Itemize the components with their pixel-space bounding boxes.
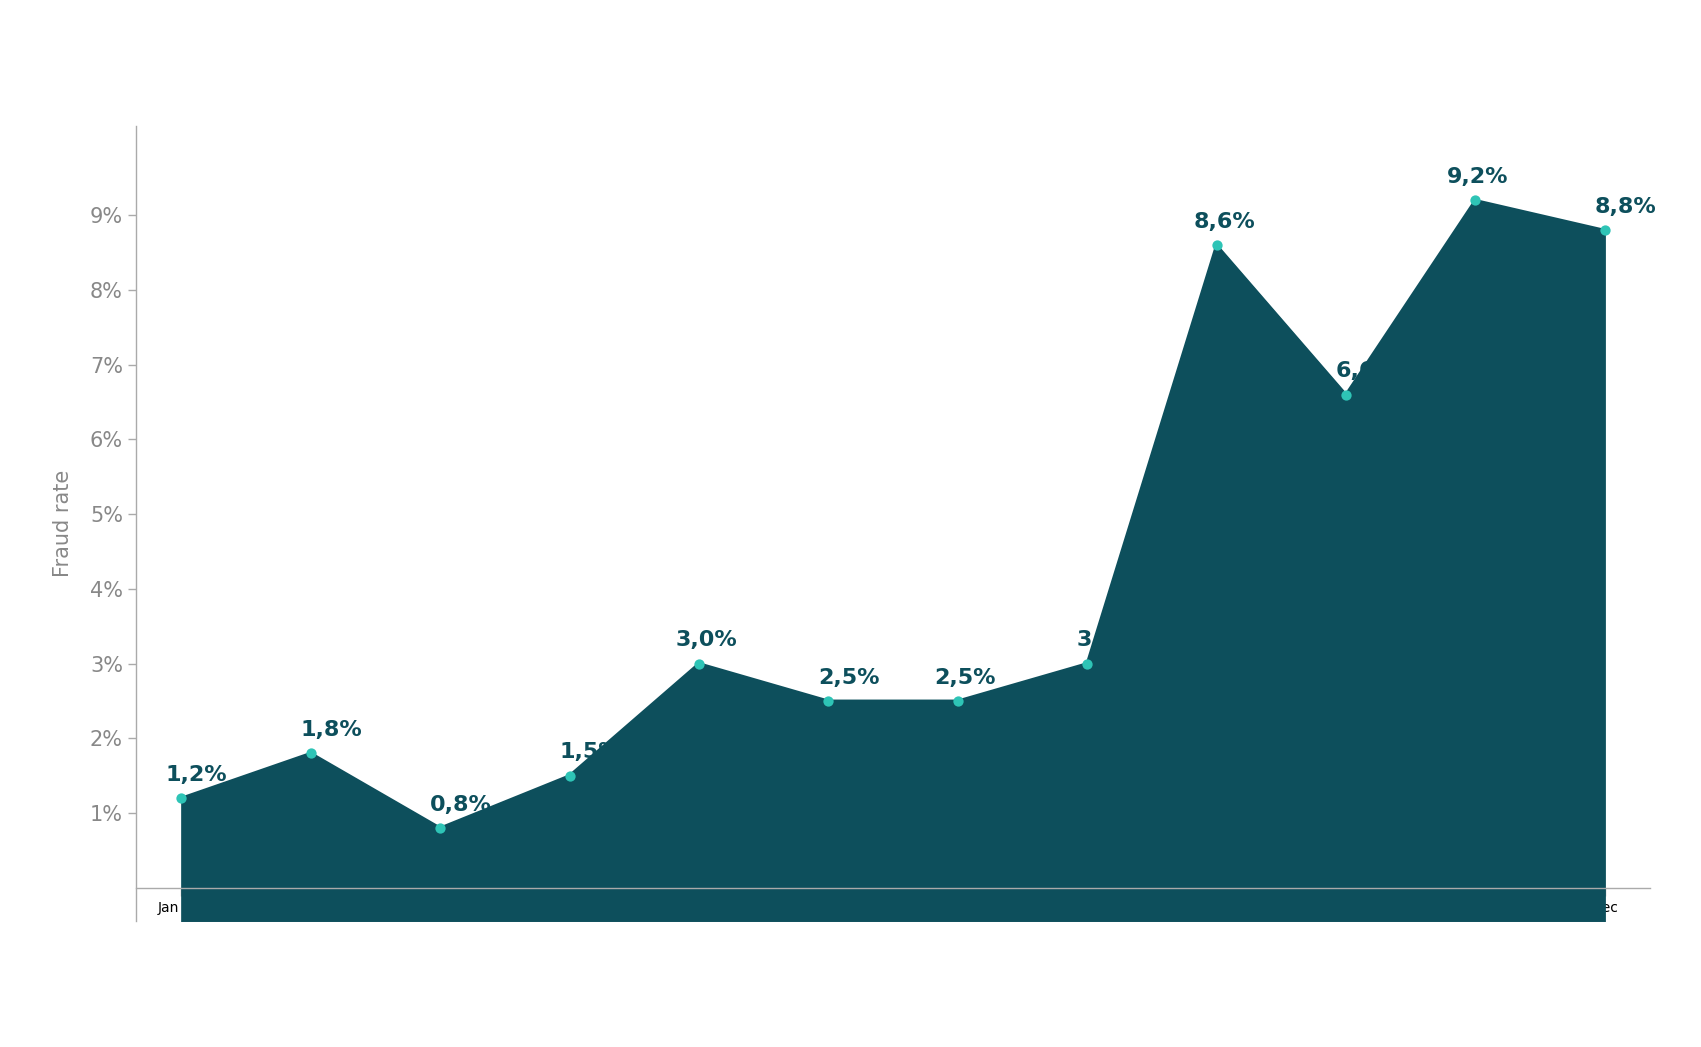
Text: 3,0%: 3,0% — [675, 630, 738, 650]
Point — [1461, 192, 1488, 208]
Text: 1,5%: 1,5% — [560, 742, 621, 762]
Point — [168, 789, 196, 806]
Point — [815, 692, 842, 709]
Point — [1203, 237, 1230, 253]
Point — [686, 655, 713, 672]
Text: 0,8%: 0,8% — [430, 795, 492, 815]
Point — [427, 820, 454, 837]
Text: 6,6%: 6,6% — [1335, 361, 1397, 381]
Text: 1,8%: 1,8% — [301, 719, 362, 740]
Text: 1,2%: 1,2% — [165, 764, 228, 784]
Point — [1590, 222, 1618, 239]
Text: 8,6%: 8,6% — [1192, 211, 1255, 231]
Text: 2,5%: 2,5% — [818, 668, 879, 688]
Text: 3,0%: 3,0% — [1077, 630, 1138, 650]
Text: 8,8%: 8,8% — [1594, 197, 1657, 217]
Y-axis label: Fraud rate: Fraud rate — [53, 470, 73, 577]
Text: 9,2%: 9,2% — [1448, 166, 1509, 187]
Point — [298, 744, 325, 761]
Point — [944, 692, 971, 709]
Point — [1332, 386, 1359, 403]
Text: 2,5%: 2,5% — [934, 668, 995, 688]
Point — [556, 767, 583, 784]
Point — [1073, 655, 1101, 672]
